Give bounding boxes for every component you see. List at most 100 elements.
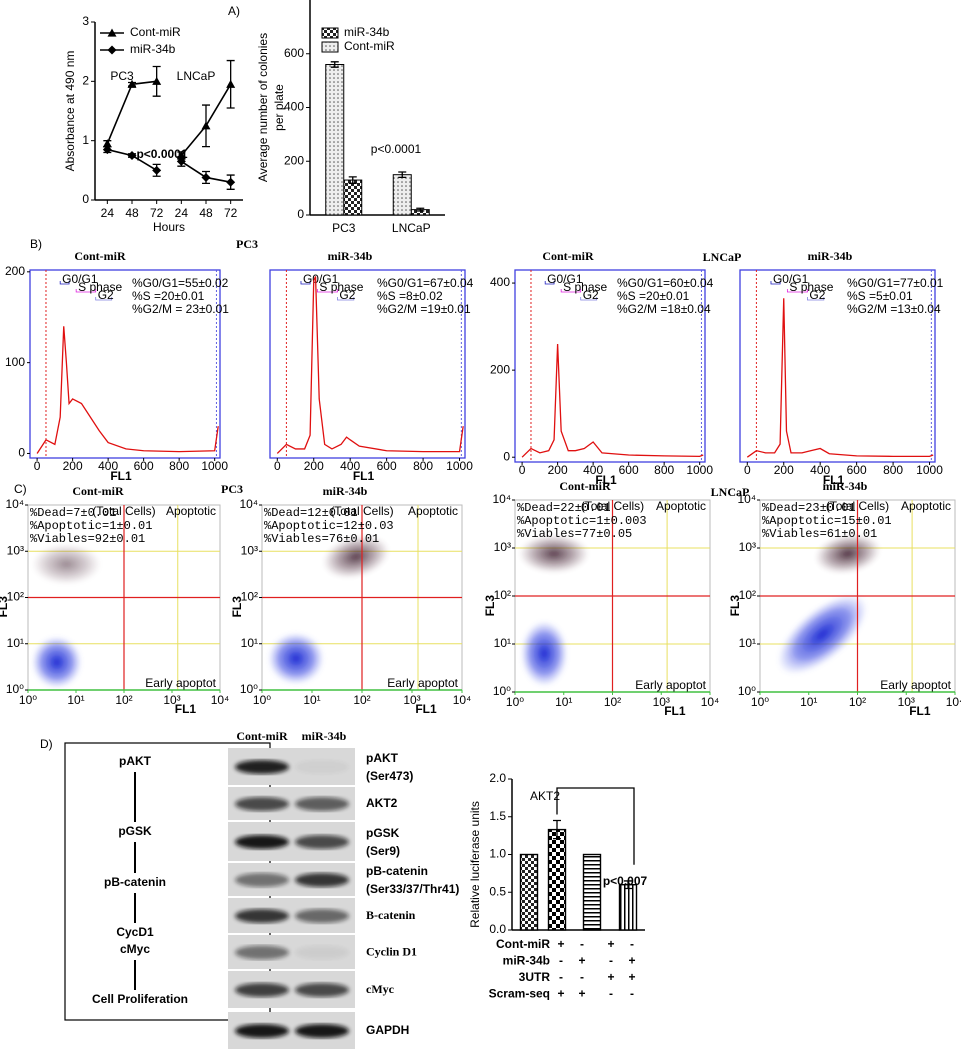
blot-band	[235, 1024, 289, 1038]
x-tick-label: 24	[101, 206, 115, 220]
condition-sign: -	[609, 954, 613, 968]
y-tick-label: 400	[284, 100, 304, 114]
condition-label: 3UTR	[519, 970, 551, 984]
cell-line-label: LNCaP	[711, 485, 750, 499]
error-bar	[624, 880, 632, 890]
condition-sign: -	[580, 937, 584, 951]
y-tick-label: 10¹	[7, 636, 24, 650]
x-tick-label: 200	[63, 459, 83, 473]
cell-line-label: LNCaP	[703, 250, 742, 264]
x-axis-label: FL1	[175, 702, 197, 716]
condition-sign: +	[628, 970, 635, 984]
point	[127, 79, 137, 88]
quadrant-label: Early apoptot	[635, 678, 706, 692]
x-tick-label: 10¹	[800, 695, 817, 709]
gate-label: S phase	[319, 280, 363, 294]
error-bar	[398, 171, 407, 179]
stat-text: %Viables=61±0.01	[762, 527, 877, 541]
x-tick-label: 1000	[201, 459, 228, 473]
x-tick-label: 400	[340, 459, 360, 473]
stat-text: %Viables=92±0.01	[30, 532, 145, 546]
stat-text: %G2/M = 23±0.01	[132, 302, 229, 316]
legend-swatch	[321, 41, 339, 53]
cell-line-label: PC3	[221, 482, 243, 496]
error-bar	[553, 819, 561, 840]
y-tick-label: 10⁰	[6, 682, 24, 696]
x-tick-label: 1000	[446, 459, 473, 473]
x-tick-label: 24	[175, 206, 189, 220]
blot-band	[295, 835, 349, 849]
y-axis-label: FL3	[728, 595, 742, 617]
gate-marker	[300, 281, 311, 285]
condition-label: Cont-miR	[496, 937, 550, 951]
dead-population	[814, 533, 881, 574]
x-tick-label: 10⁰	[751, 695, 769, 709]
x-tick-label: 200	[548, 463, 568, 477]
y-tick-label: 1.0	[489, 847, 506, 861]
plot-frame	[739, 269, 936, 463]
x-tick-label: 0	[744, 463, 751, 477]
stat-text: %S =5±0.01	[847, 289, 913, 303]
y-tick-label: 10³	[494, 540, 511, 554]
blot-detail: (Ser9)	[366, 844, 400, 858]
y-tick-label: 3	[82, 14, 89, 28]
chart-title: AKT2	[530, 789, 560, 803]
quadrant-label: Early apoptot	[880, 678, 951, 692]
x-tick-label: 10⁴	[701, 695, 720, 709]
gate-marker	[580, 297, 598, 301]
x-tick-label: 0	[519, 463, 526, 477]
condition-sign: -	[630, 937, 634, 951]
x-tick-label: 10²	[115, 693, 132, 707]
condition-sign: -	[630, 987, 634, 1001]
point	[127, 151, 137, 160]
stat-text: %G0/G1=77±0.01	[847, 276, 944, 290]
panel-label: B)	[30, 237, 42, 251]
gate-marker	[544, 281, 555, 285]
y-tick-label: 10⁰	[738, 684, 756, 698]
legend-label: Cont-miR	[130, 25, 181, 39]
panel-label: C)	[14, 482, 27, 496]
x-tick-label: 200	[304, 459, 324, 473]
blot-label: Cyclin D1	[366, 944, 417, 958]
stat-text: %Dead=23±0.01	[762, 501, 856, 515]
y-axis-label: FL3	[230, 596, 244, 618]
y-tick-label: 0.5	[489, 884, 506, 898]
y-tick-label: 600	[284, 46, 304, 60]
point	[226, 177, 236, 187]
blot-band	[295, 945, 349, 960]
condition-sign: -	[580, 970, 584, 984]
y-tick-label: 10³	[739, 540, 756, 554]
stat-text: %S =8±0.02	[377, 289, 443, 303]
stat-text: %Dead=12±0.01	[264, 506, 358, 520]
viable-population	[31, 636, 82, 689]
point	[201, 172, 211, 182]
condition-sign: -	[609, 987, 613, 1001]
group-label: LNCaP	[177, 69, 216, 83]
x-tick-label: 10³	[163, 693, 180, 707]
y-tick-label: 0	[82, 192, 89, 206]
histogram-curve	[36, 326, 219, 454]
stat-text: %G2/M =13±0.04	[847, 302, 941, 316]
annotation: p<0.0001	[136, 147, 187, 161]
y-tick-label: 0	[18, 446, 25, 460]
y-tick-label: 10²	[739, 588, 756, 602]
condition-sign: +	[578, 954, 585, 968]
x-axis-label: FL1	[823, 473, 845, 487]
y-tick-label: 1	[82, 133, 89, 147]
bar	[325, 64, 345, 216]
x-tick-label: 400	[810, 463, 830, 477]
y-tick-label: 400	[490, 275, 510, 289]
y-tick-label: 10⁴	[737, 492, 756, 506]
x-tick-label: LNCaP	[392, 221, 431, 235]
error-bar	[416, 207, 425, 212]
error-bar	[330, 61, 339, 68]
gate-label: G2	[809, 288, 825, 302]
histogram-curve	[276, 276, 464, 454]
x-tick-label: 48	[125, 206, 139, 220]
legend-label: miR-34b	[344, 25, 390, 39]
viable-population	[777, 594, 868, 675]
legend-label: miR-34b	[130, 42, 176, 56]
x-tick-label: 10⁰	[506, 695, 524, 709]
x-tick-label: 10³	[653, 695, 670, 709]
